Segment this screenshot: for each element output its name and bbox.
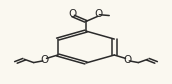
Text: O: O [95, 9, 103, 19]
Text: O: O [68, 9, 76, 19]
Text: O: O [124, 55, 132, 65]
Text: O: O [40, 55, 48, 65]
